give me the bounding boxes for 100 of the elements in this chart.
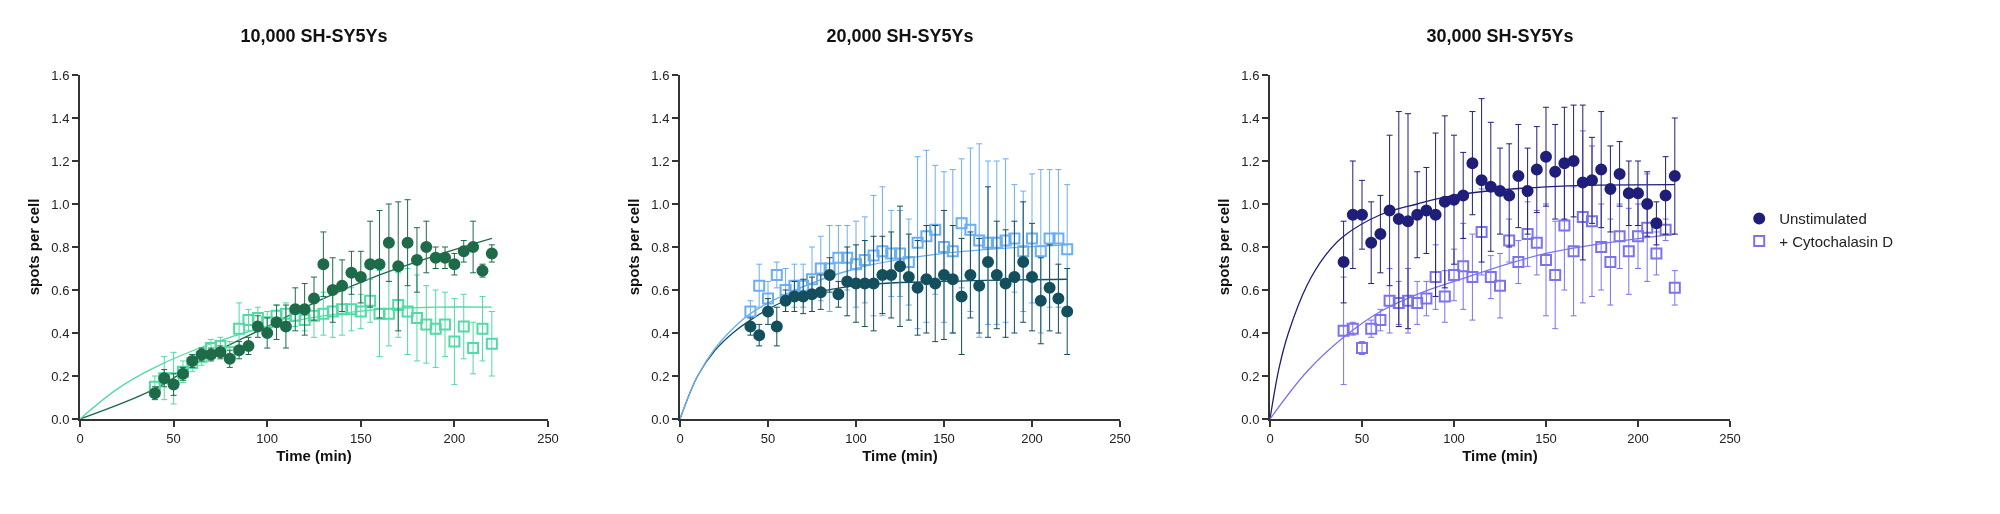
point: [779, 294, 792, 307]
point: [1052, 292, 1065, 305]
point: [1613, 230, 1626, 243]
point: [1043, 232, 1056, 245]
point: [326, 305, 339, 318]
x-tick-label: 200: [1021, 430, 1043, 446]
point: [401, 236, 414, 249]
point: [270, 309, 283, 322]
point: [929, 223, 942, 236]
point: [1061, 243, 1074, 256]
y-axis-title: spots per cell: [1215, 198, 1233, 296]
point: [298, 314, 311, 327]
point: [1061, 305, 1074, 318]
point: [354, 305, 367, 318]
point: [1494, 185, 1506, 198]
point: [429, 322, 442, 335]
point: [1337, 256, 1350, 269]
point: [1632, 230, 1644, 243]
y-tick-label: 0.2: [1241, 368, 1260, 384]
y-axis-title: spots per cell: [625, 198, 643, 296]
point: [779, 284, 792, 296]
point: [1475, 174, 1488, 187]
point: [1521, 185, 1534, 198]
point: [1034, 294, 1047, 307]
point: [1484, 271, 1497, 284]
point: [938, 268, 950, 281]
point: [1659, 189, 1672, 202]
x-axis-title: Time (min): [1462, 447, 1538, 465]
point: [1530, 236, 1543, 249]
x-axis-title: Time (min): [862, 447, 938, 465]
point: [1586, 215, 1598, 228]
point: [1659, 223, 1672, 236]
point: [457, 320, 470, 333]
point: [1604, 256, 1617, 269]
point: [420, 241, 433, 253]
point: [1632, 187, 1644, 200]
y-tick-label: 0.0: [1241, 411, 1260, 427]
point: [167, 378, 180, 391]
point: [382, 236, 395, 249]
point: [973, 279, 986, 292]
point: [1374, 228, 1387, 241]
point: [814, 262, 827, 275]
point: [885, 247, 898, 260]
x-tick-label: 50: [166, 430, 181, 446]
point: [354, 271, 367, 284]
point: [326, 284, 339, 296]
point: [885, 268, 898, 281]
point: [1337, 324, 1350, 337]
y-tick-label: 0.2: [51, 368, 70, 384]
point: [1402, 294, 1414, 307]
point: [1365, 236, 1378, 249]
point: [1512, 170, 1525, 183]
point: [148, 380, 161, 393]
point: [1448, 193, 1460, 206]
point: [867, 249, 880, 262]
y-tick-label: 0.6: [51, 282, 70, 298]
y-tick-label: 0.8: [651, 239, 670, 255]
point: [420, 318, 433, 331]
point: [242, 314, 255, 327]
x-tick-label: 100: [845, 430, 867, 446]
point: [373, 258, 386, 271]
y-tick-label: 1.2: [51, 153, 70, 169]
point: [364, 294, 377, 307]
point: [762, 305, 774, 318]
point: [401, 305, 414, 318]
point: [902, 256, 915, 269]
point: [1530, 163, 1543, 176]
point: [841, 251, 854, 264]
x-tick-label: 200: [443, 430, 466, 446]
x-tick-label: 150: [1535, 430, 1557, 446]
point: [1641, 221, 1654, 234]
point: [911, 236, 924, 249]
point: [1034, 245, 1047, 258]
x-tick-label: 250: [537, 430, 559, 446]
point: [1411, 296, 1424, 309]
point: [1595, 241, 1608, 253]
point: [1466, 157, 1479, 170]
x-tick-label: 200: [1627, 430, 1649, 446]
point: [753, 329, 766, 342]
point: [814, 286, 827, 299]
y-tick-label: 1.6: [51, 67, 70, 83]
point: [1026, 232, 1038, 245]
point: [1457, 260, 1470, 273]
point: [744, 305, 757, 318]
point: [1356, 208, 1368, 221]
point: [990, 236, 1003, 249]
point: [806, 273, 818, 286]
point: [982, 256, 994, 269]
point: [1576, 210, 1589, 223]
point: [902, 271, 915, 284]
point: [279, 320, 292, 333]
point: [1420, 292, 1433, 305]
point: [1558, 219, 1571, 232]
x-axis-title: Time (min): [276, 447, 352, 465]
point: [308, 309, 320, 322]
point: [1540, 150, 1552, 163]
point: [279, 307, 292, 320]
point: [1420, 204, 1433, 217]
y-tick-label: 0.0: [651, 411, 670, 427]
point: [1438, 290, 1451, 303]
